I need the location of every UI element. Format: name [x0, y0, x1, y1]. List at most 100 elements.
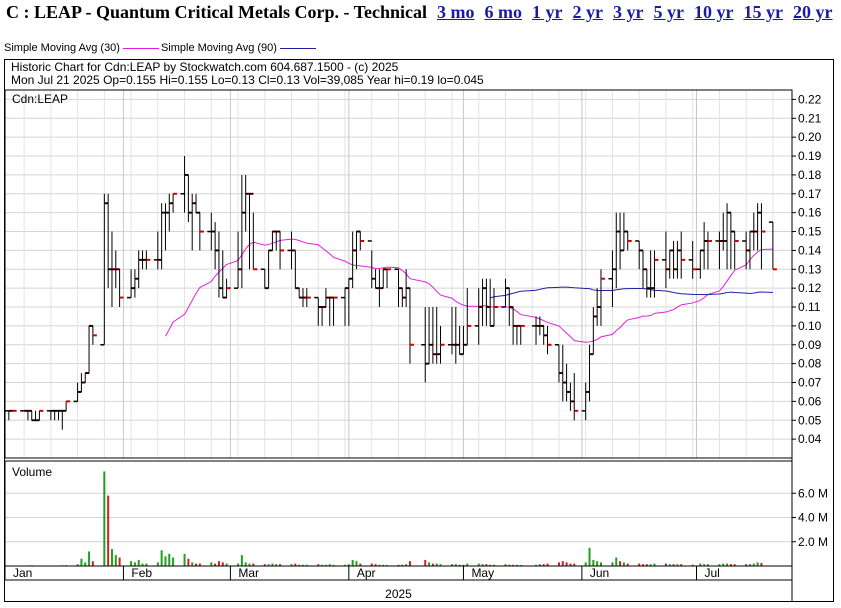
volume-panel-border [4, 460, 793, 567]
volume-label: Volume [12, 465, 52, 479]
ohlc-bar [635, 240, 644, 270]
ohlc-bar [405, 287, 414, 364]
price-tick-label: 0.05 [798, 413, 822, 427]
symbol-label: Cdn:LEAP [12, 92, 68, 106]
price-tick-label: 0.19 [798, 149, 822, 163]
price-tick-label: 0.07 [798, 376, 822, 390]
price-tick-label: 0.13 [798, 262, 822, 276]
page-title: C : LEAP - Quantum Critical Metals Corp.… [6, 2, 427, 22]
ohlc-bar [726, 211, 735, 270]
sma-30-line [165, 238, 773, 343]
ohlc-bar [260, 268, 269, 290]
month-label: May [471, 566, 494, 580]
ohlc-bar [512, 324, 521, 345]
ohlc-bar [325, 296, 334, 326]
range-link-3-mo[interactable]: 3 mo [437, 2, 475, 22]
ohlc-bar [46, 409, 55, 421]
ohlc-bar [558, 344, 567, 402]
ohlc-bar [425, 307, 434, 365]
ohlc-bar [455, 325, 464, 356]
range-link-2-yr[interactable]: 2 yr [572, 2, 604, 22]
ohlc-bar [85, 324, 94, 374]
ohlc-bar [757, 203, 766, 270]
ohlc-bar [650, 250, 659, 298]
ohlc-bar [753, 203, 762, 251]
ohlc-bar [616, 212, 625, 270]
ohlc-bar [222, 278, 231, 299]
month-label: Mar [238, 566, 259, 580]
ohlc-bar [661, 231, 670, 289]
ohlc-bar [295, 287, 304, 299]
ohlc-bar [478, 278, 487, 326]
price-tick-label: 0.15 [798, 225, 822, 239]
ohlc-bar [356, 230, 365, 251]
ohlc-bar [566, 382, 575, 411]
ohlc-bar [4, 409, 13, 421]
chart-info-line-1: Historic Chart for Cdn:LEAP by Stockwatc… [11, 60, 399, 74]
ohlc-bar [677, 231, 686, 279]
ohlc-bar [184, 174, 193, 223]
volume-tick-label: 2.0 M [798, 535, 828, 549]
ohlc-bar [428, 307, 437, 364]
legend-sma30-label: Simple Moving Avg (30) [4, 42, 120, 54]
ohlc-bar [669, 240, 678, 279]
ohlc-bar [249, 193, 258, 271]
range-link-10-yr[interactable]: 10 yr [694, 2, 734, 22]
ohlc-bar [192, 193, 201, 214]
range-link-1-yr[interactable]: 1 yr [532, 2, 563, 22]
ohlc-bar [211, 222, 220, 270]
legend-sma90-swatch [279, 47, 316, 49]
price-tick-label: 0.11 [798, 300, 821, 314]
ohlc-bar [81, 372, 90, 384]
ohlc-bar [696, 249, 705, 279]
volume-tick-label: 6.0 M [798, 486, 828, 500]
ohlc-bar [665, 249, 674, 279]
ohlc-bar [104, 193, 113, 289]
ohlc-bar [276, 230, 285, 270]
ohlc-bar [482, 278, 491, 326]
ohlc-bar [169, 192, 178, 213]
ohlc-bar [371, 269, 380, 290]
sma-90-line [490, 286, 773, 299]
page-title-bar: C : LEAP - Quantum Critical Metals Corp.… [6, 2, 833, 24]
ohlc-bar [302, 288, 311, 308]
ohlc-bar [23, 409, 32, 421]
ohlc-bar [673, 240, 682, 279]
ohlc-bar [589, 307, 598, 355]
range-link-6-mo[interactable]: 6 mo [484, 2, 523, 22]
chart-info-line-2: Mon Jul 21 2025 Op=0.155 Hi=0.155 Lo=0.1… [11, 73, 484, 87]
ohlc-bar [688, 240, 697, 279]
price-tick-label: 0.14 [798, 243, 822, 257]
ohlc-bar [329, 296, 338, 326]
ohlc-bar [188, 193, 197, 251]
ohlc-bar [218, 250, 227, 299]
price-tick-label: 0.04 [798, 432, 822, 446]
price-tick-label: 0.16 [798, 206, 822, 220]
ohlc-bar [474, 288, 483, 345]
ohlc-bar [570, 373, 579, 421]
price-tick-label: 0.08 [798, 357, 822, 371]
ohlc-bar [532, 316, 541, 345]
range-link-5-yr[interactable]: 5 yr [653, 2, 685, 22]
price-tick-label: 0.09 [798, 338, 822, 352]
ohlc-bar [379, 268, 388, 289]
price-tick-label: 0.22 [798, 92, 822, 106]
volume-tick-label: 4.0 M [798, 511, 828, 525]
range-link-3-yr[interactable]: 3 yr [613, 2, 644, 22]
month-label: Apr [357, 566, 376, 580]
price-tick-label: 0.17 [798, 187, 822, 201]
ohlc-bar [62, 400, 71, 412]
price-tick-label: 0.10 [798, 319, 822, 333]
ohlc-bar [383, 268, 392, 289]
range-link-15-yr[interactable]: 15 yr [743, 2, 784, 22]
ohlc-bar [142, 250, 151, 270]
ohlc-bar [35, 409, 44, 422]
ohlc-bar [642, 268, 651, 298]
price-tick-label: 0.20 [798, 130, 822, 144]
ohlc-bar [486, 278, 495, 327]
ohlc-bar [344, 277, 353, 326]
ohlc-bar [463, 288, 472, 346]
ohlc-bar [516, 324, 525, 345]
range-link-20-yr[interactable]: 20 yr [793, 2, 833, 22]
